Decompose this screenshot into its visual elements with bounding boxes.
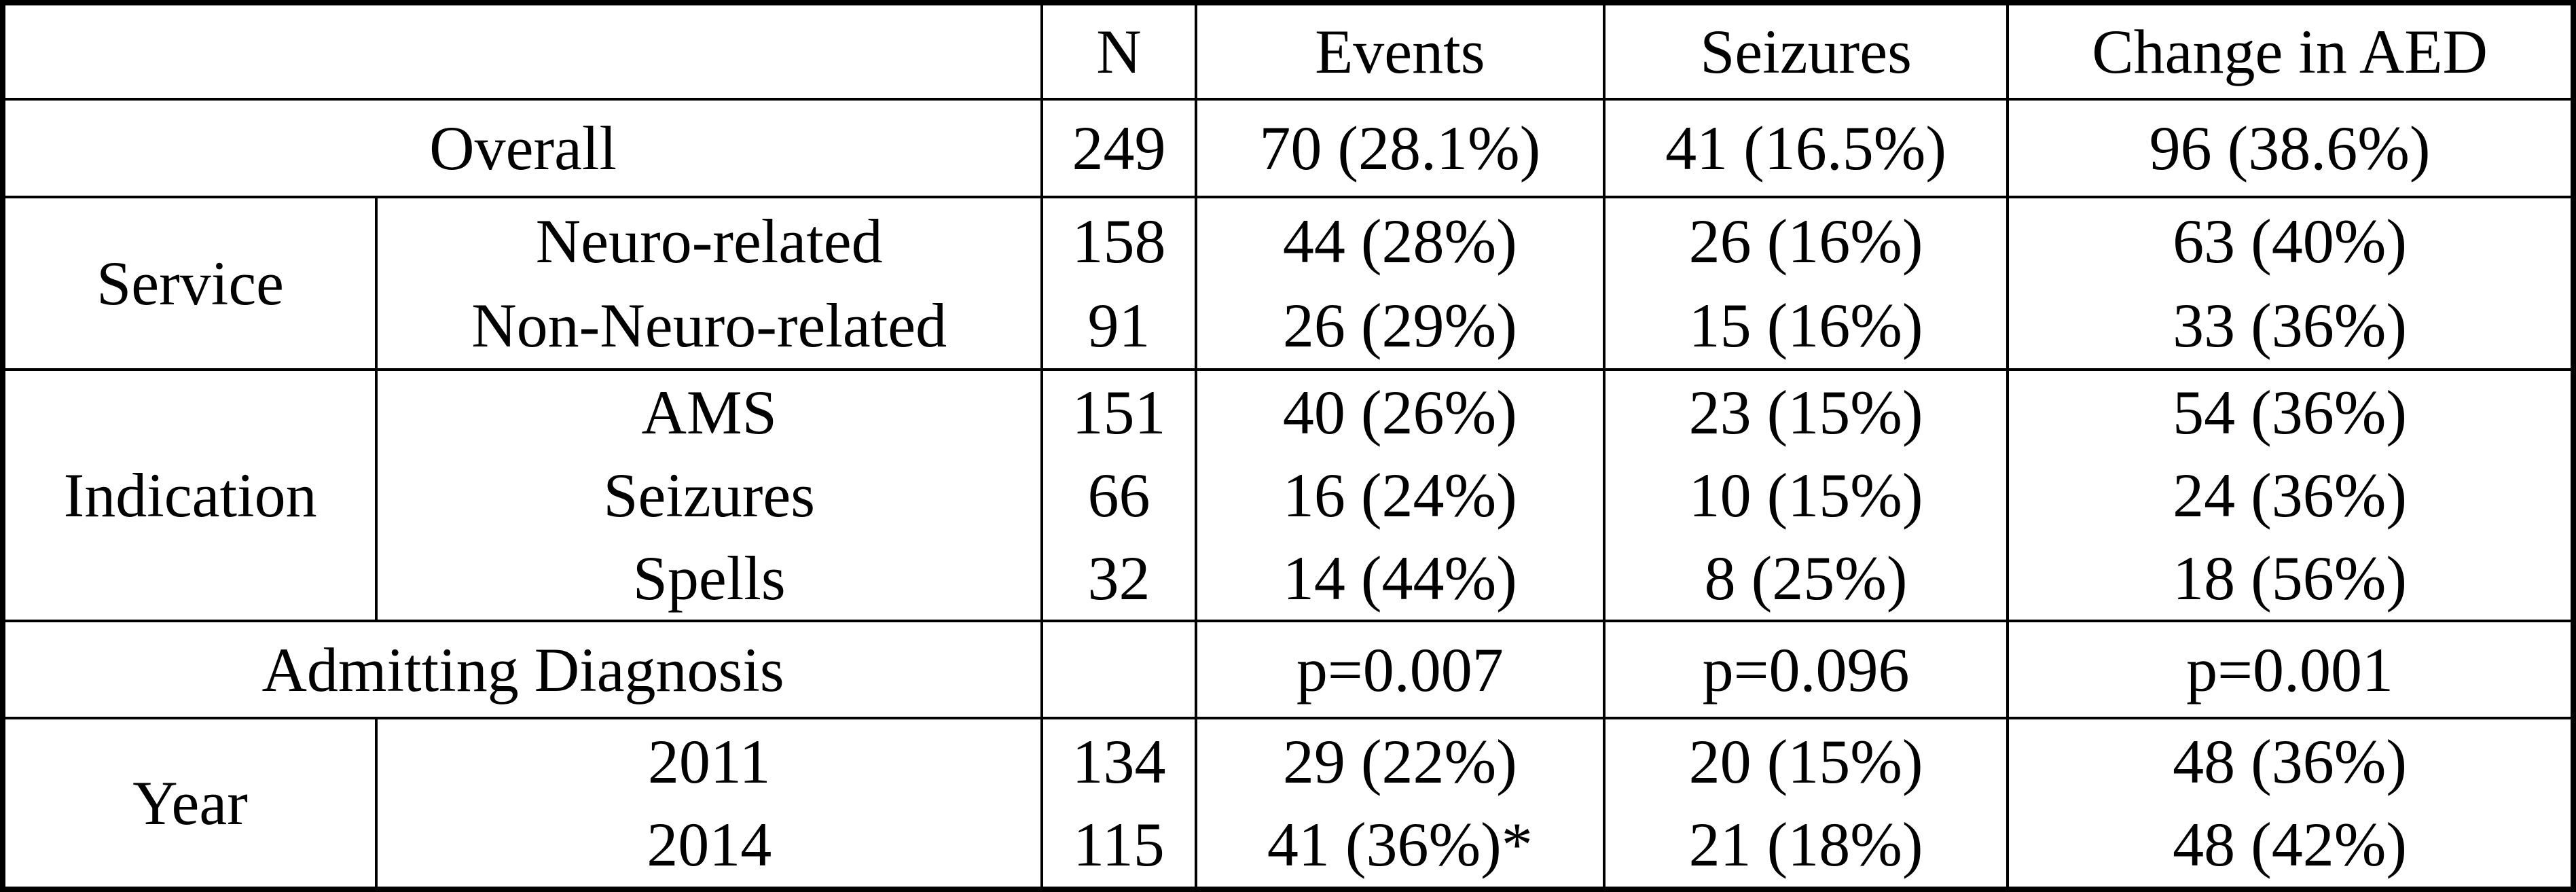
service-subcategory: Non-Neuro-related xyxy=(471,291,947,360)
year-row: Year 2011 2014 134 115 29 (22%) xyxy=(1,717,2575,891)
year-events-stack: 29 (22%) 41 (36%)* xyxy=(1199,721,1601,887)
service-events-stack: 44 (28%) 26 (29%) xyxy=(1199,200,1601,367)
service-seizures-value: 15 (16%) xyxy=(1688,291,1923,360)
overall-seizures: 41 (16.5%) xyxy=(1602,98,2010,198)
service-events: 44 (28%) 26 (29%) xyxy=(1194,196,1606,371)
service-change-stack: 63 (40%) 33 (36%) xyxy=(2010,200,2571,367)
service-events-value: 26 (29%) xyxy=(1282,291,1517,360)
service-seizures: 26 (16%) 15 (16%) xyxy=(1602,196,2010,371)
header-n: N xyxy=(1040,1,1197,101)
indication-row: Indication AMS Seizures Spells 151 66 32 xyxy=(1,368,2575,622)
year-n-value: 115 xyxy=(1073,810,1165,880)
indication-change-value: 24 (36%) xyxy=(2173,461,2408,530)
year-events: 29 (22%) 41 (36%)* xyxy=(1194,717,1606,891)
year-change-stack: 48 (36%) 48 (42%) xyxy=(2010,721,2571,887)
indication-subcategories: AMS Seizures Spells xyxy=(375,368,1044,622)
service-n-value: 158 xyxy=(1072,207,1166,276)
header-change-in-aed: Change in AED xyxy=(2006,1,2575,101)
indication-change-stack: 54 (36%) 24 (36%) 18 (56%) xyxy=(2010,372,2571,618)
year-subcategories: 2011 2014 xyxy=(375,717,1044,891)
service-seizures-stack: 26 (16%) 15 (16%) xyxy=(1607,200,2005,367)
service-change-value: 63 (40%) xyxy=(2173,207,2408,276)
service-change-value: 33 (36%) xyxy=(2173,291,2408,360)
admitting-change-pvalue: p=0.001 xyxy=(2006,620,2575,719)
admitting-diagnosis-row: Admitting Diagnosis p=0.007 p=0.096 p=0.… xyxy=(1,620,2575,719)
header-events: Events xyxy=(1194,1,1606,101)
service-n: 158 91 xyxy=(1040,196,1197,371)
overall-label: Overall xyxy=(1,98,1044,198)
indication-seizures-stack: 23 (15%) 10 (15%) 8 (25%) xyxy=(1607,372,2005,618)
header-row: N Events Seizures Change in AED xyxy=(1,1,2575,101)
overall-events: 70 (28.1%) xyxy=(1194,98,1606,198)
year-subcategory-stack: 2011 2014 xyxy=(379,721,1039,887)
overall-row: Overall 249 70 (28.1%) 41 (16.5%) 96 (38… xyxy=(1,98,2575,198)
indication-n-value: 151 xyxy=(1072,378,1166,447)
admitting-events-pvalue: p=0.007 xyxy=(1194,620,1606,719)
service-subcategories: Neuro-related Non-Neuro-related xyxy=(375,196,1044,371)
indication-seizures-value: 8 (25%) xyxy=(1704,543,1908,613)
service-row: Service Neuro-related Non-Neuro-related … xyxy=(1,196,2575,371)
indication-seizures-value: 23 (15%) xyxy=(1688,378,1923,447)
indication-events-value: 16 (24%) xyxy=(1282,461,1517,530)
indication-seizures: 23 (15%) 10 (15%) 8 (25%) xyxy=(1602,368,2010,622)
service-events-value: 44 (28%) xyxy=(1282,207,1517,276)
year-change-value: 48 (42%) xyxy=(2173,810,2408,880)
indication-subcategory-stack: AMS Seizures Spells xyxy=(379,372,1039,618)
admitting-label: Admitting Diagnosis xyxy=(1,620,1044,719)
year-seizures: 20 (15%) 21 (18%) xyxy=(1602,717,2010,891)
service-change: 63 (40%) 33 (36%) xyxy=(2006,196,2575,371)
year-change-value: 48 (36%) xyxy=(2173,726,2408,796)
indication-n-value: 32 xyxy=(1087,543,1150,613)
year-subcategory: 2011 xyxy=(647,726,771,796)
service-subcategory-stack: Neuro-related Non-Neuro-related xyxy=(379,200,1039,367)
year-label: Year xyxy=(1,717,378,891)
indication-n: 151 66 32 xyxy=(1040,368,1197,622)
service-label: Service xyxy=(1,196,378,371)
year-seizures-value: 20 (15%) xyxy=(1688,726,1923,796)
year-n-stack: 134 115 xyxy=(1045,721,1193,887)
indication-change-value: 18 (56%) xyxy=(2173,543,2408,613)
admitting-seizures-pvalue: p=0.096 xyxy=(1602,620,2010,719)
year-subcategory: 2014 xyxy=(647,810,772,880)
indication-n-value: 66 xyxy=(1087,461,1150,530)
overall-n: 249 xyxy=(1040,98,1197,198)
year-events-value: 41 (36%)* xyxy=(1267,810,1533,880)
year-change: 48 (36%) 48 (42%) xyxy=(2006,717,2575,891)
service-n-value: 91 xyxy=(1087,291,1150,360)
header-seizures: Seizures xyxy=(1602,1,2010,101)
indication-change: 54 (36%) 24 (36%) 18 (56%) xyxy=(2006,368,2575,622)
service-seizures-value: 26 (16%) xyxy=(1688,207,1923,276)
header-blank-cell xyxy=(1,1,1044,101)
indication-events-value: 40 (26%) xyxy=(1282,378,1517,447)
indication-subcategory: Spells xyxy=(632,543,786,613)
indication-subcategory: Seizures xyxy=(603,461,816,530)
indication-seizures-value: 10 (15%) xyxy=(1688,461,1923,530)
indication-events-value: 14 (44%) xyxy=(1282,543,1517,613)
year-events-value: 29 (22%) xyxy=(1282,726,1517,796)
admitting-n xyxy=(1040,620,1197,719)
indication-events: 40 (26%) 16 (24%) 14 (44%) xyxy=(1194,368,1606,622)
indication-change-value: 54 (36%) xyxy=(2173,378,2408,447)
service-subcategory: Neuro-related xyxy=(535,207,883,276)
indication-events-stack: 40 (26%) 16 (24%) 14 (44%) xyxy=(1199,372,1601,618)
indication-subcategory: AMS xyxy=(641,378,777,447)
service-n-stack: 158 91 xyxy=(1045,200,1193,367)
year-seizures-stack: 20 (15%) 21 (18%) xyxy=(1607,721,2005,887)
indication-label: Indication xyxy=(1,368,378,622)
year-seizures-value: 21 (18%) xyxy=(1688,810,1923,880)
year-n-value: 134 xyxy=(1072,726,1166,796)
overall-change: 96 (38.6%) xyxy=(2006,98,2575,198)
indication-n-stack: 151 66 32 xyxy=(1045,372,1193,618)
year-n: 134 115 xyxy=(1040,717,1197,891)
